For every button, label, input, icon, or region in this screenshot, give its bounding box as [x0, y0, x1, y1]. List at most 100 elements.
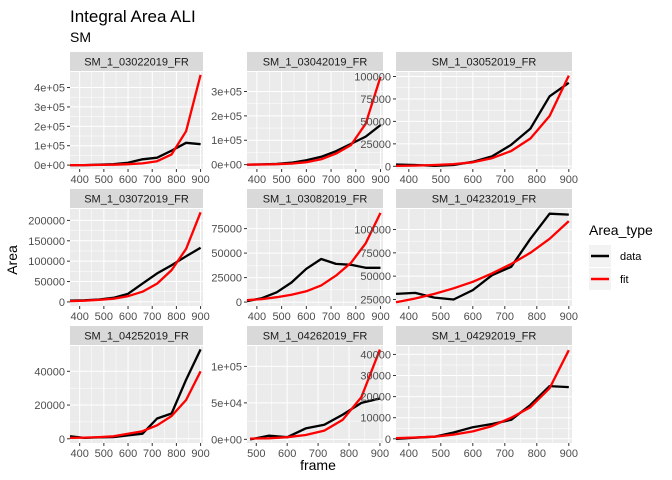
- chart-subtitle: SM: [70, 29, 91, 45]
- x-tick-label: 600: [464, 448, 482, 460]
- x-tick-label: 500: [272, 311, 290, 323]
- y-axis-title: Area: [4, 245, 20, 275]
- y-tick-label: 0: [385, 434, 391, 446]
- y-tick-label: 100000: [354, 71, 391, 83]
- y-tick-label: 50000: [360, 271, 391, 283]
- y-tick-label: 2e+05: [34, 121, 65, 133]
- y-tick-label: 2e+05: [211, 111, 242, 123]
- x-tick-label: 900: [191, 174, 209, 186]
- facet-panel: SM_1_03042019_FR 400 500 600 700 800 900 0e+00 1…: [211, 52, 390, 186]
- facet-strip-label: SM_1_04252019_FR: [84, 331, 189, 343]
- x-tick-label: 900: [371, 448, 389, 460]
- x-tick-label: 400: [400, 311, 418, 323]
- y-tick-label: 20000: [34, 400, 65, 412]
- y-tick-label: 5e+04: [211, 398, 242, 410]
- y-tick-label: 3e+05: [34, 102, 65, 114]
- x-tick-label: 600: [119, 174, 137, 186]
- x-tick-label: 800: [347, 311, 365, 323]
- facet-strip-label: SM_1_03052019_FR: [432, 57, 537, 69]
- y-tick-label: 0: [236, 297, 242, 309]
- x-axis-title: frame: [300, 457, 336, 473]
- panel-background: [396, 209, 572, 306]
- y-tick-label: 25000: [360, 294, 391, 306]
- x-tick-label: 600: [119, 448, 137, 460]
- y-tick-label: 20000: [360, 392, 391, 404]
- facet-strip-label: SM_1_04232019_FR: [432, 194, 537, 206]
- x-tick-label: 900: [371, 311, 389, 323]
- facet-panel: SM_1_04292019_FR 400 500 600 700 800 900 0 10000…: [360, 326, 578, 460]
- x-tick-label: 400: [248, 311, 266, 323]
- y-tick-label: 25000: [360, 139, 391, 151]
- x-tick-label: 700: [496, 311, 514, 323]
- panel-background: [247, 72, 383, 169]
- y-tick-label: 25000: [211, 273, 242, 285]
- y-tick-label: 4e+05: [34, 83, 65, 95]
- x-tick-label: 500: [432, 448, 450, 460]
- facet-strip-label: SM_1_03082019_FR: [263, 194, 368, 206]
- series-line-fit: [246, 212, 382, 302]
- facet-strip: [70, 52, 203, 71]
- y-tick-label: 0: [59, 297, 65, 309]
- x-tick-label: 700: [322, 311, 340, 323]
- y-tick-label: 200000: [28, 215, 65, 227]
- x-tick-label: 500: [272, 174, 290, 186]
- x-tick-label: 600: [297, 311, 315, 323]
- x-tick-label: 700: [143, 311, 161, 323]
- facet-strip: [396, 326, 572, 345]
- x-tick-label: 700: [143, 174, 161, 186]
- series-line-fit: [395, 349, 570, 440]
- x-tick-label: 800: [347, 174, 365, 186]
- facet-strip: [70, 189, 203, 208]
- y-tick-label: 10000: [360, 413, 391, 425]
- x-tick-label: 900: [371, 174, 389, 186]
- series-line-fit: [395, 220, 570, 304]
- x-tick-label: 800: [528, 174, 546, 186]
- series-line-fit: [250, 349, 381, 440]
- x-tick-label: 800: [528, 311, 546, 323]
- y-tick-label: 100000: [28, 256, 65, 268]
- y-tick-label: 75000: [211, 224, 242, 236]
- x-tick-label: 700: [309, 448, 327, 460]
- x-tick-label: 800: [167, 311, 185, 323]
- x-tick-label: 700: [496, 448, 514, 460]
- series-line-data: [249, 397, 381, 441]
- y-tick-label: 3e+05: [211, 86, 242, 98]
- x-tick-label: 700: [496, 174, 514, 186]
- facet-panel: SM_1_04252019_FR 400 500 600 700 800 900 0 20000…: [34, 326, 210, 460]
- y-tick-label: 50000: [211, 248, 242, 260]
- series-line-fit: [69, 370, 202, 440]
- y-tick-label: 30000: [360, 371, 391, 383]
- y-tick-label: 0: [59, 434, 65, 446]
- x-tick-label: 400: [400, 448, 418, 460]
- y-tick-label: 1e+05: [211, 135, 242, 147]
- series-line-fit: [69, 211, 202, 303]
- x-tick-label: 700: [322, 174, 340, 186]
- x-tick-label: 900: [191, 311, 209, 323]
- series-line-fit: [395, 75, 570, 168]
- x-tick-label: 900: [560, 448, 578, 460]
- y-tick-label: 100000: [354, 225, 391, 237]
- x-tick-label: 700: [143, 448, 161, 460]
- legend-title: Area_type: [589, 222, 653, 238]
- x-tick-label: 400: [248, 174, 266, 186]
- chart-title: Integral Area ALI: [70, 7, 196, 26]
- x-tick-label: 400: [70, 311, 88, 323]
- y-tick-label: 1e+05: [211, 361, 242, 373]
- y-tick-label: 75000: [360, 94, 391, 106]
- x-tick-label: 600: [119, 311, 137, 323]
- facet-strip-label: SM_1_03022019_FR: [84, 57, 189, 69]
- facet-strip-label: SM_1_04262019_FR: [263, 331, 368, 343]
- x-tick-label: 500: [95, 174, 113, 186]
- facet-strip: [396, 52, 572, 71]
- x-tick-label: 800: [340, 448, 358, 460]
- x-tick-label: 500: [432, 174, 450, 186]
- facet-strip: [396, 189, 572, 208]
- facet-strip-label: SM_1_03072019_FR: [84, 194, 189, 206]
- x-tick-label: 800: [528, 448, 546, 460]
- x-tick-label: 500: [95, 448, 113, 460]
- x-tick-label: 500: [95, 311, 113, 323]
- y-tick-label: 0e+00: [34, 160, 65, 172]
- facet-strip-label: SM_1_04292019_FR: [432, 331, 537, 343]
